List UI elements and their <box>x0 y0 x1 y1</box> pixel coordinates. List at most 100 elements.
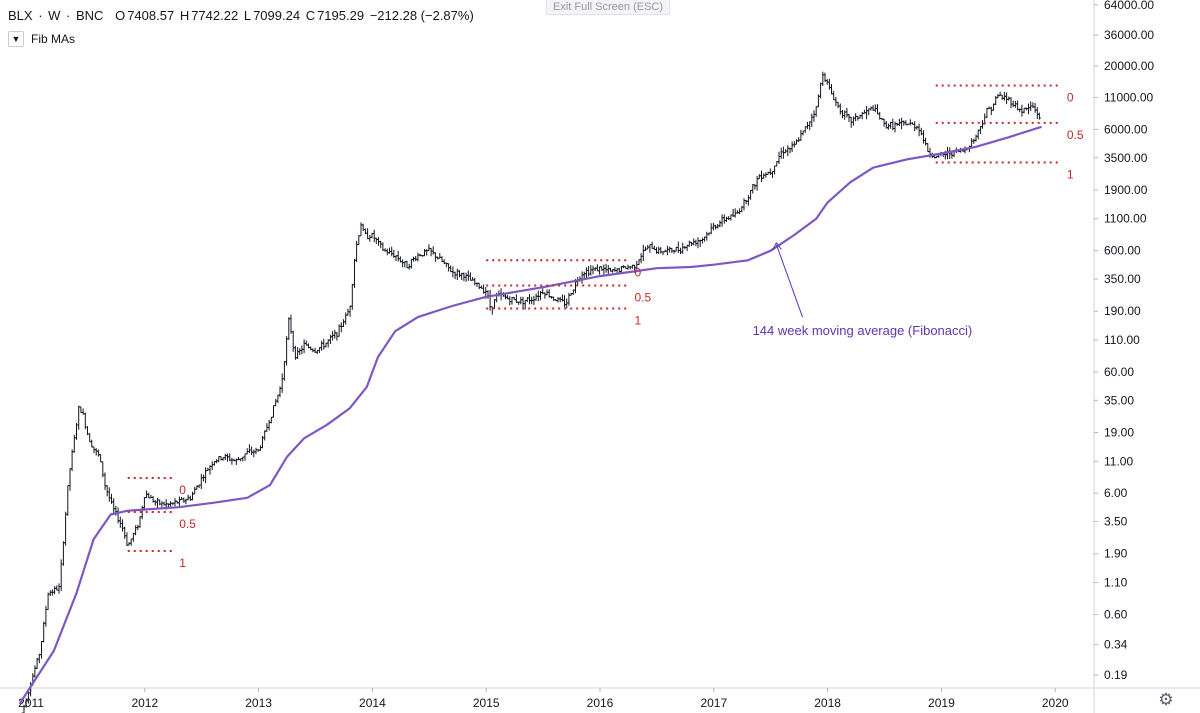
price-bar <box>534 293 538 301</box>
chevron-down-icon[interactable]: ▼ <box>8 31 24 47</box>
y-tick-label: 350.00 <box>1104 272 1141 286</box>
price-bar <box>258 445 262 451</box>
y-tick-label: 36000.00 <box>1104 28 1154 42</box>
price-bar <box>188 495 192 501</box>
price-bar <box>869 106 873 111</box>
price-bar <box>427 244 431 252</box>
price-bar <box>75 423 78 440</box>
symbol-label[interactable]: BLX <box>8 8 33 23</box>
price-bar <box>61 541 65 566</box>
price-bar <box>504 294 507 300</box>
price-bar <box>970 138 974 148</box>
price-bar <box>153 500 157 506</box>
study-name[interactable]: Fib MAs <box>31 32 76 46</box>
price-bar <box>468 272 472 281</box>
x-tick-label: 2019 <box>928 696 955 710</box>
separator: · <box>34 8 47 23</box>
price-bar <box>841 110 844 119</box>
price-bar <box>810 113 814 127</box>
price-bar <box>641 244 645 262</box>
price-bar <box>876 104 879 115</box>
price-bar <box>705 231 709 241</box>
ma-144w-line <box>18 125 1042 705</box>
price-bar <box>665 245 669 256</box>
price-bar <box>455 268 459 280</box>
price-bar <box>107 487 111 502</box>
price-bar <box>602 264 606 275</box>
price-bar <box>711 222 715 231</box>
price-bar <box>1027 103 1030 115</box>
annotation-arrow <box>775 244 804 318</box>
price-bar <box>429 247 433 257</box>
interval-label[interactable]: W <box>48 8 61 23</box>
price-bar <box>112 498 116 514</box>
price-bar <box>90 439 94 448</box>
price-bar <box>598 266 602 275</box>
price-bar <box>204 467 208 484</box>
price-bar <box>700 237 704 244</box>
price-bar <box>976 129 980 140</box>
price-bar <box>528 294 531 305</box>
price-bar <box>68 468 72 491</box>
price-bar <box>760 170 763 182</box>
price-bar <box>777 151 781 164</box>
price-bar <box>33 665 37 678</box>
price-bar <box>799 129 803 141</box>
price-bar <box>416 252 420 262</box>
price-bars <box>21 71 1041 713</box>
price-bar <box>771 171 774 178</box>
price-bar <box>565 298 569 309</box>
price-bar <box>768 168 772 175</box>
price-bar <box>368 234 372 242</box>
price-bar <box>272 405 275 418</box>
price-bar <box>280 373 284 393</box>
price-bar <box>226 453 229 462</box>
price-bar <box>650 241 654 249</box>
price-bar <box>263 430 267 441</box>
price-bar <box>103 472 107 490</box>
fib-level-label: 0 <box>634 265 641 279</box>
price-bar <box>195 485 199 490</box>
price-bar <box>679 247 682 255</box>
price-bar <box>348 305 352 317</box>
high-value: 7742.22 <box>191 8 239 23</box>
price-bar <box>322 338 326 350</box>
price-bar <box>830 84 833 95</box>
price-bar <box>628 265 632 270</box>
price-bar <box>147 492 151 499</box>
price-bar <box>287 317 291 340</box>
y-tick-label: 64000.00 <box>1104 0 1154 12</box>
y-tick-label: 1.10 <box>1104 576 1128 590</box>
price-bar <box>355 240 359 262</box>
price-bar <box>274 398 278 407</box>
price-bar <box>584 267 588 279</box>
y-tick-label: 1.90 <box>1104 547 1128 561</box>
y-tick-label: 11.00 <box>1104 454 1133 468</box>
price-bar <box>390 246 394 257</box>
price-bar <box>125 532 129 546</box>
price-bar <box>317 347 321 353</box>
price-bar <box>790 141 794 153</box>
price-bar <box>241 456 245 462</box>
price-bar <box>342 319 345 327</box>
y-tick-label: 60.00 <box>1104 365 1134 379</box>
price-bar <box>556 297 560 303</box>
price-bar <box>821 71 825 86</box>
price-bar <box>210 461 214 471</box>
y-tick-label: 6000.00 <box>1104 122 1148 136</box>
price-bar <box>924 137 928 146</box>
price-bar <box>725 216 728 222</box>
price-bar <box>333 329 337 339</box>
gear-icon[interactable]: ⚙ <box>1158 690 1174 709</box>
price-bar <box>353 258 356 288</box>
price-bar <box>64 511 68 546</box>
exit-fullscreen-button[interactable]: Exit Full Screen (ESC) <box>546 0 671 15</box>
price-bar <box>123 526 127 539</box>
price-bar <box>606 265 610 275</box>
price-bar <box>652 245 656 251</box>
price-bar <box>595 264 599 272</box>
price-bar <box>755 175 759 191</box>
price-bar <box>972 138 976 144</box>
price-bar <box>230 457 234 465</box>
